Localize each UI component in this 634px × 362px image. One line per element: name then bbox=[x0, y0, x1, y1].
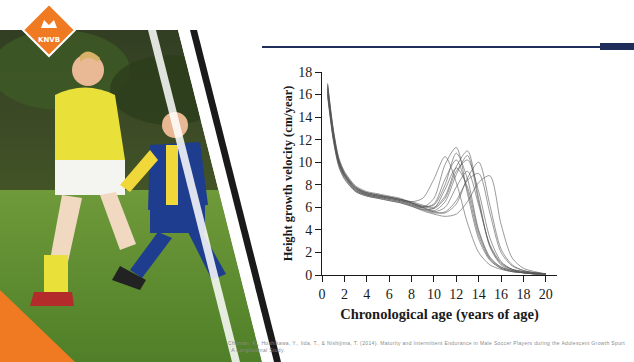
svg-text:12: 12 bbox=[298, 133, 312, 148]
html-text:Chuman, K., Hoshikawa, Y., Iid: Chuman, K., Hoshikawa, Y., Iida, T., & N… bbox=[228, 340, 625, 353]
svg-text:8: 8 bbox=[408, 287, 415, 302]
svg-text:14: 14 bbox=[472, 287, 486, 302]
svg-text:6: 6 bbox=[305, 200, 312, 215]
svg-text:8: 8 bbox=[305, 178, 312, 193]
svg-text:12: 12 bbox=[449, 287, 463, 302]
svg-text:6: 6 bbox=[386, 287, 393, 302]
svg-text:2: 2 bbox=[305, 245, 312, 260]
svg-text:2: 2 bbox=[341, 287, 348, 302]
svg-text:14: 14 bbox=[298, 110, 312, 125]
svg-text:Chronological age (years of ag: Chronological age (years of age) bbox=[340, 306, 539, 323]
svg-text:10: 10 bbox=[427, 287, 441, 302]
svg-text:4: 4 bbox=[305, 223, 312, 238]
svg-text:18: 18 bbox=[298, 65, 312, 80]
svg-text:20: 20 bbox=[539, 287, 553, 302]
svg-text:16: 16 bbox=[494, 287, 508, 302]
svg-text:0: 0 bbox=[305, 268, 312, 283]
svg-text:10: 10 bbox=[298, 155, 312, 170]
svg-text:16: 16 bbox=[298, 87, 312, 102]
svg-text:18: 18 bbox=[516, 287, 530, 302]
html-text:KNVB: KNVB bbox=[38, 36, 60, 44]
svg-text:0: 0 bbox=[319, 287, 326, 302]
svg-text:Height growth velocity (cm/yea: Height growth velocity (cm/year) bbox=[281, 86, 295, 262]
svg-text:4: 4 bbox=[363, 287, 370, 302]
